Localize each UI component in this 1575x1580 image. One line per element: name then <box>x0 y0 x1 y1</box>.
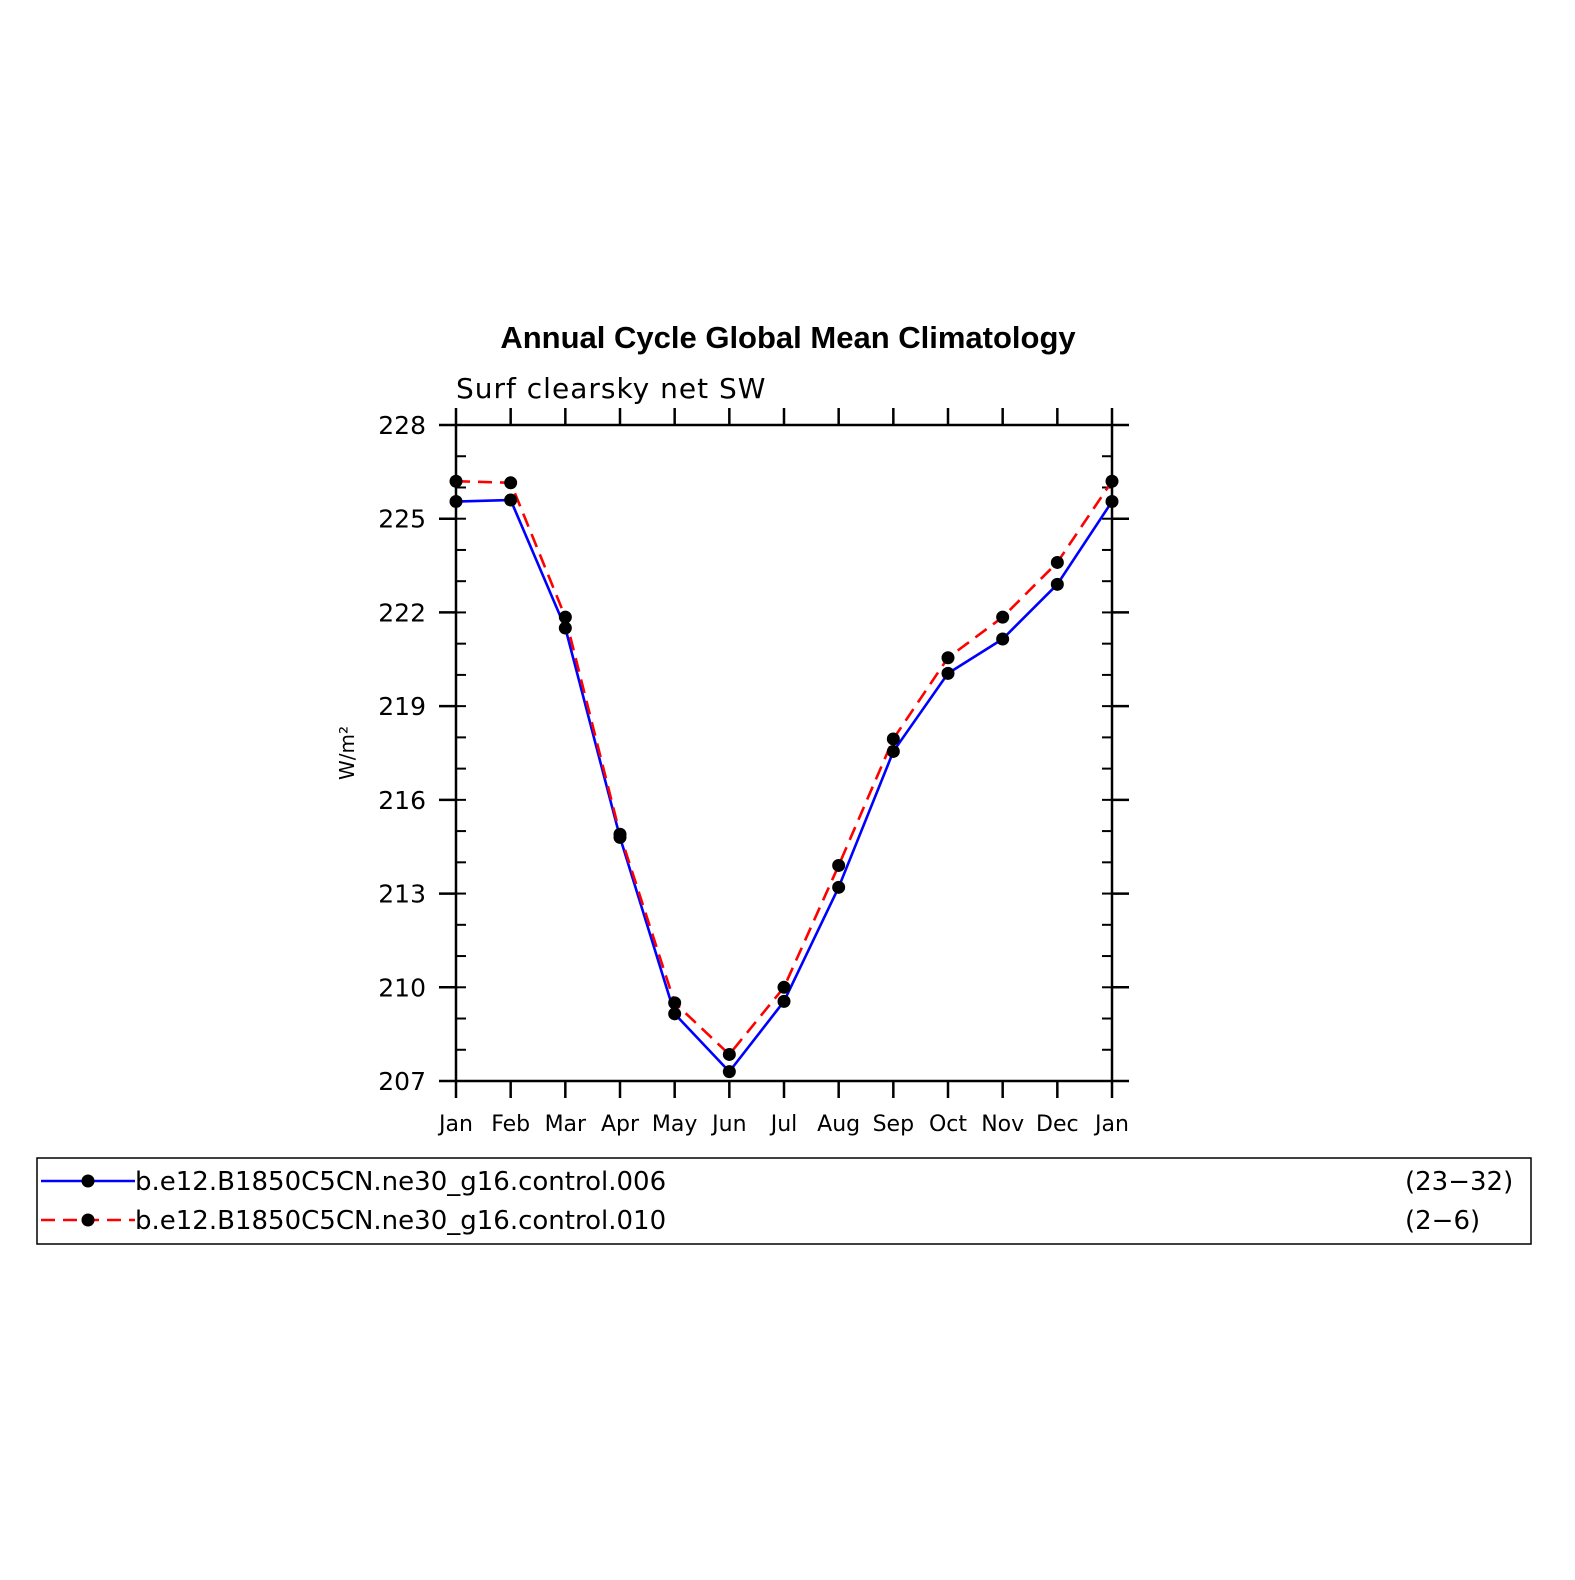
legend-marker-2 <box>81 1213 95 1227</box>
x-tick-label: Jul <box>769 1112 798 1137</box>
legend-marker-1 <box>81 1174 95 1188</box>
x-tick-label: Nov <box>981 1112 1024 1137</box>
y-tick-label: 219 <box>378 692 426 721</box>
x-tick-label: Apr <box>601 1112 640 1137</box>
data-point-series-2 <box>996 610 1010 624</box>
y-tick-label: 207 <box>378 1067 426 1096</box>
chart-subtitle: Surf clearsky net SW <box>456 372 766 405</box>
y-tick-label: 228 <box>378 411 426 440</box>
data-point-series-1 <box>1050 577 1064 591</box>
data-point-series-1 <box>996 632 1010 646</box>
data-point-series-1 <box>777 994 791 1008</box>
x-tick-label: Feb <box>491 1112 530 1137</box>
y-tick-label: 222 <box>378 598 426 627</box>
data-point-series-2 <box>668 996 682 1010</box>
y-tick-label: 216 <box>378 786 426 815</box>
data-point-series-1 <box>504 493 518 507</box>
legend-years-1: (23−32) <box>1405 1167 1513 1197</box>
x-tick-label: Mar <box>545 1112 587 1137</box>
y-tick-label: 225 <box>378 505 426 534</box>
data-point-series-2 <box>777 980 791 994</box>
data-point-series-1 <box>558 621 572 635</box>
data-point-series-2 <box>832 858 846 872</box>
data-point-series-2 <box>558 610 572 624</box>
legend-label-1: b.e12.B1850C5CN.ne30_g16.control.006 <box>135 1167 666 1197</box>
data-point-series-1 <box>1105 495 1119 509</box>
y-tick-label: 210 <box>378 973 426 1002</box>
series-line-2 <box>455 479 1114 1056</box>
y-axis-label: W/m² <box>335 726 359 780</box>
chart-title: Annual Cycle Global Mean Climatology <box>500 320 1076 355</box>
x-tick-label: Jan <box>1093 1112 1129 1137</box>
x-tick-label: Dec <box>1036 1112 1079 1137</box>
x-tick-label: Oct <box>929 1112 967 1137</box>
data-point-series-2 <box>613 827 627 841</box>
x-tick-label: Sep <box>873 1112 914 1137</box>
data-point-series-1 <box>886 744 900 758</box>
data-point-series-1 <box>722 1065 736 1079</box>
x-tick-label: Jun <box>710 1112 746 1137</box>
data-point-series-1 <box>668 1007 682 1021</box>
x-tick-label: Aug <box>817 1112 860 1137</box>
y-tick-label: 213 <box>378 880 426 909</box>
legend-box <box>36 1157 1532 1245</box>
data-point-series-2 <box>1050 555 1064 569</box>
data-point-series-1 <box>832 880 846 894</box>
data-point-series-2 <box>504 476 518 490</box>
legend: b.e12.B1850C5CN.ne30_g16.control.006 (23−… <box>36 1157 1532 1245</box>
data-point-series-2 <box>1105 474 1119 488</box>
data-point-series-1 <box>449 495 463 509</box>
data-point-series-2 <box>449 474 463 488</box>
legend-years-2: (2−6) <box>1405 1206 1480 1236</box>
x-tick-label: Jan <box>437 1112 473 1137</box>
data-point-series-1 <box>941 666 955 680</box>
data-point-series-2 <box>886 732 900 746</box>
x-tick-label: May <box>652 1112 697 1137</box>
plot-area: Jan Feb Mar Apr May Jun Jul Aug Sep Oct Nov Dec Jan 2… <box>378 408 1129 1137</box>
data-point-series-2 <box>722 1047 736 1061</box>
data-point-series-2 <box>941 651 955 665</box>
legend-label-2: b.e12.B1850C5CN.ne30_g16.control.010 <box>135 1206 666 1236</box>
